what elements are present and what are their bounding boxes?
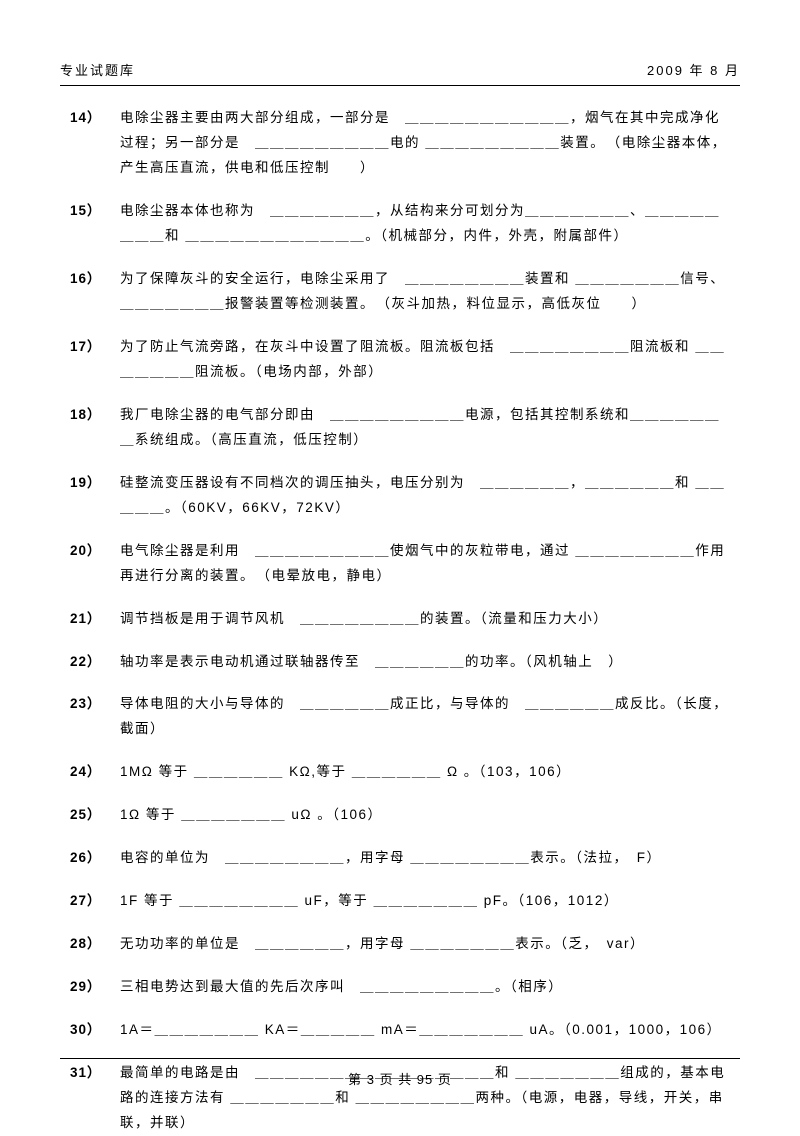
footer-text: 第 3 页 共 95 页 xyxy=(348,1072,452,1087)
question-item: 25）1Ω 等于 ＿＿＿＿＿＿＿ uΩ 。（106） xyxy=(70,803,730,828)
question-item: 15）电除尘器本体也称为 ＿＿＿＿＿＿＿，从结构来分可划分为＿＿＿＿＿＿＿、＿＿… xyxy=(70,199,730,249)
question-text: 为了防止气流旁路，在灰斗中设置了阻流板。阻流板包括 ＿＿＿＿＿＿＿＿阻流板和 ＿… xyxy=(120,335,730,385)
question-number: 24） xyxy=(70,760,120,785)
question-text: 为了保障灰斗的安全运行，电除尘采用了 ＿＿＿＿＿＿＿＿装置和 ＿＿＿＿＿＿＿信号… xyxy=(120,267,730,317)
question-text: 1F 等于 ＿＿＿＿＿＿＿＿ uF，等于 ＿＿＿＿＿＿＿ pF。（106，101… xyxy=(120,889,730,914)
question-text: 1A＝＿＿＿＿＿＿＿ KA＝＿＿＿＿＿ mA＝＿＿＿＿＿＿＿ uA。（0.001… xyxy=(120,1018,730,1043)
question-number: 22） xyxy=(70,650,120,675)
question-number: 15） xyxy=(70,199,120,249)
header-right: 2009 年 8 月 xyxy=(647,60,740,79)
question-number: 16） xyxy=(70,267,120,317)
question-number: 28） xyxy=(70,932,120,957)
question-item: 23）导体电阻的大小与导体的 ＿＿＿＿＿＿成正比，与导体的 ＿＿＿＿＿＿成反比。… xyxy=(70,692,730,742)
question-text: 电容的单位为 ＿＿＿＿＿＿＿＿，用字母 ＿＿＿＿＿＿＿＿表示。（法拉， F） xyxy=(120,846,730,871)
question-text: 三相电势达到最大值的先后次序叫 ＿＿＿＿＿＿＿＿＿。（相序） xyxy=(120,975,730,1000)
question-item: 20）电气除尘器是利用 ＿＿＿＿＿＿＿＿＿使烟气中的灰粒带电，通过 ＿＿＿＿＿＿… xyxy=(70,539,730,589)
question-number: 26） xyxy=(70,846,120,871)
question-item: 18）我厂电除尘器的电气部分即由 ＿＿＿＿＿＿＿＿＿电源，包括其控制系统和＿＿＿… xyxy=(70,403,730,453)
question-text: 我厂电除尘器的电气部分即由 ＿＿＿＿＿＿＿＿＿电源，包括其控制系统和＿＿＿＿＿＿… xyxy=(120,403,730,453)
question-number: 18） xyxy=(70,403,120,453)
question-item: 27）1F 等于 ＿＿＿＿＿＿＿＿ uF，等于 ＿＿＿＿＿＿＿ pF。（106，… xyxy=(70,889,730,914)
question-text: 1MΩ 等于 ＿＿＿＿＿＿ KΩ,等于 ＿＿＿＿＿＿ Ω 。（103，106） xyxy=(120,760,730,785)
question-text: 轴功率是表示电动机通过联轴器传至 ＿＿＿＿＿＿的功率。（风机轴上 ） xyxy=(120,650,730,675)
question-number: 29） xyxy=(70,975,120,1000)
header-left: 专业试题库 xyxy=(60,60,135,79)
question-item: 26）电容的单位为 ＿＿＿＿＿＿＿＿，用字母 ＿＿＿＿＿＿＿＿表示。（法拉， F… xyxy=(70,846,730,871)
question-text: 调节挡板是用于调节风机 ＿＿＿＿＿＿＿＿的装置。（流量和压力大小） xyxy=(120,607,730,632)
question-number: 21） xyxy=(70,607,120,632)
question-number: 17） xyxy=(70,335,120,385)
question-text: 电除尘器主要由两大部分组成，一部分是 ＿＿＿＿＿＿＿＿＿＿＿，烟气在其中完成净化… xyxy=(120,106,730,181)
question-text: 电除尘器本体也称为 ＿＿＿＿＿＿＿，从结构来分可划分为＿＿＿＿＿＿＿、＿＿＿＿＿… xyxy=(120,199,730,249)
question-item: 19）硅整流变压器设有不同档次的调压抽头，电压分别为 ＿＿＿＿＿＿，＿＿＿＿＿＿… xyxy=(70,471,730,521)
page-footer: 第 3 页 共 95 页 xyxy=(60,1058,740,1088)
question-number: 14） xyxy=(70,106,120,181)
question-number: 27） xyxy=(70,889,120,914)
question-item: 17）为了防止气流旁路，在灰斗中设置了阻流板。阻流板包括 ＿＿＿＿＿＿＿＿阻流板… xyxy=(70,335,730,385)
question-text: 1Ω 等于 ＿＿＿＿＿＿＿ uΩ 。（106） xyxy=(120,803,730,828)
question-number: 20） xyxy=(70,539,120,589)
question-item: 24）1MΩ 等于 ＿＿＿＿＿＿ KΩ,等于 ＿＿＿＿＿＿ Ω 。（103，10… xyxy=(70,760,730,785)
question-item: 22）轴功率是表示电动机通过联轴器传至 ＿＿＿＿＿＿的功率。（风机轴上 ） xyxy=(70,650,730,675)
question-number: 23） xyxy=(70,692,120,742)
question-item: 14）电除尘器主要由两大部分组成，一部分是 ＿＿＿＿＿＿＿＿＿＿＿，烟气在其中完… xyxy=(70,106,730,181)
question-number: 19） xyxy=(70,471,120,521)
question-item: 28）无功功率的单位是 ＿＿＿＿＿＿，用字母 ＿＿＿＿＿＿＿表示。（乏， var… xyxy=(70,932,730,957)
question-text: 导体电阻的大小与导体的 ＿＿＿＿＿＿成正比，与导体的 ＿＿＿＿＿＿成反比。（长度… xyxy=(120,692,730,742)
question-number: 30） xyxy=(70,1018,120,1043)
question-item: 29）三相电势达到最大值的先后次序叫 ＿＿＿＿＿＿＿＿＿。（相序） xyxy=(70,975,730,1000)
question-item: 30）1A＝＿＿＿＿＿＿＿ KA＝＿＿＿＿＿ mA＝＿＿＿＿＿＿＿ uA。（0.… xyxy=(70,1018,730,1043)
question-text: 硅整流变压器设有不同档次的调压抽头，电压分别为 ＿＿＿＿＿＿，＿＿＿＿＿＿和 ＿… xyxy=(120,471,730,521)
question-text: 无功功率的单位是 ＿＿＿＿＿＿，用字母 ＿＿＿＿＿＿＿表示。（乏， var） xyxy=(120,932,730,957)
question-text: 电气除尘器是利用 ＿＿＿＿＿＿＿＿＿使烟气中的灰粒带电，通过 ＿＿＿＿＿＿＿＿作… xyxy=(120,539,730,589)
question-item: 21）调节挡板是用于调节风机 ＿＿＿＿＿＿＿＿的装置。（流量和压力大小） xyxy=(70,607,730,632)
question-list: 14）电除尘器主要由两大部分组成，一部分是 ＿＿＿＿＿＿＿＿＿＿＿，烟气在其中完… xyxy=(60,106,740,1136)
question-number: 25） xyxy=(70,803,120,828)
page-header: 专业试题库 2009 年 8 月 xyxy=(60,60,740,86)
question-item: 16）为了保障灰斗的安全运行，电除尘采用了 ＿＿＿＿＿＿＿＿装置和 ＿＿＿＿＿＿… xyxy=(70,267,730,317)
